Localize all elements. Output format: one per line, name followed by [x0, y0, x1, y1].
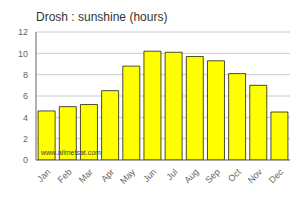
- html-text:www.allmetsat.com: www.allmetsat.com: [41, 149, 101, 156]
- svg-text:10: 10: [18, 49, 28, 59]
- svg-text:Sep: Sep: [203, 167, 221, 185]
- svg-text:0: 0: [23, 155, 28, 165]
- svg-text:Apr: Apr: [99, 167, 116, 184]
- svg-text:Nov: Nov: [246, 167, 265, 186]
- svg-text:4: 4: [23, 113, 28, 123]
- svg-text:Jun: Jun: [141, 167, 158, 184]
- svg-text:Feb: Feb: [56, 167, 74, 185]
- svg-text:Oct: Oct: [226, 167, 243, 184]
- svg-text:2: 2: [23, 134, 28, 144]
- html-text:Drosh : sunshine (hours): Drosh : sunshine (hours): [36, 10, 168, 24]
- svg-text:12: 12: [18, 27, 28, 37]
- svg-text:8: 8: [23, 70, 28, 80]
- svg-text:May: May: [118, 167, 137, 186]
- svg-text:Dec: Dec: [267, 167, 286, 186]
- svg-text:6: 6: [23, 91, 28, 101]
- svg-text:Aug: Aug: [182, 167, 200, 185]
- svg-text:Mar: Mar: [77, 167, 95, 185]
- svg-text:Jul: Jul: [164, 167, 179, 182]
- svg-text:Jan: Jan: [35, 167, 52, 184]
